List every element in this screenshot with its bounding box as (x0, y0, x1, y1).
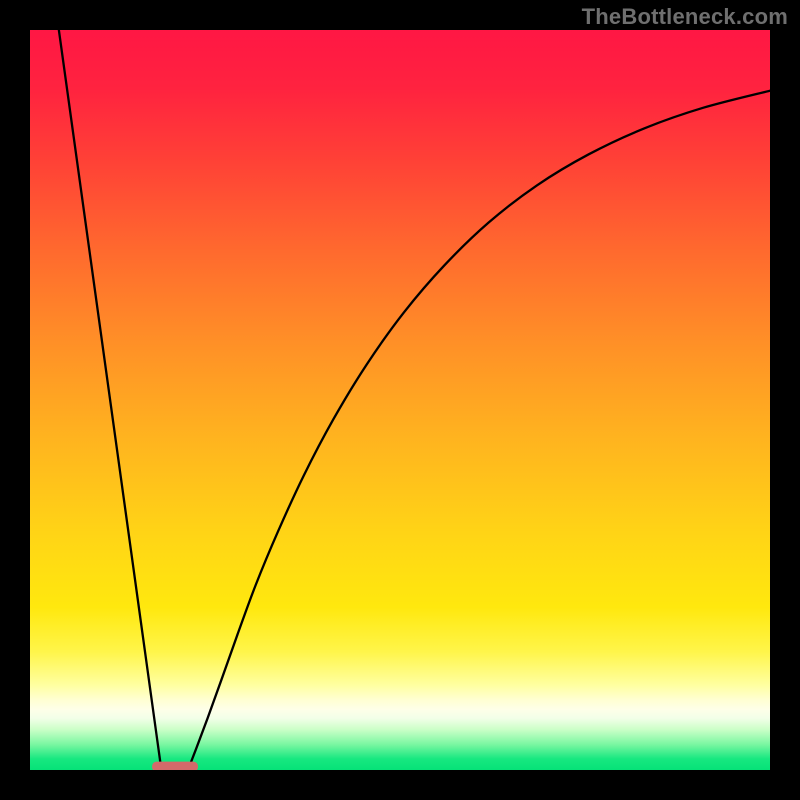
plot-svg (30, 30, 770, 770)
watermark-text: TheBottleneck.com (582, 4, 788, 30)
chart-container: TheBottleneck.com (0, 0, 800, 800)
plot-area (30, 30, 770, 770)
gradient-background (30, 30, 770, 770)
trough-marker (152, 762, 198, 770)
